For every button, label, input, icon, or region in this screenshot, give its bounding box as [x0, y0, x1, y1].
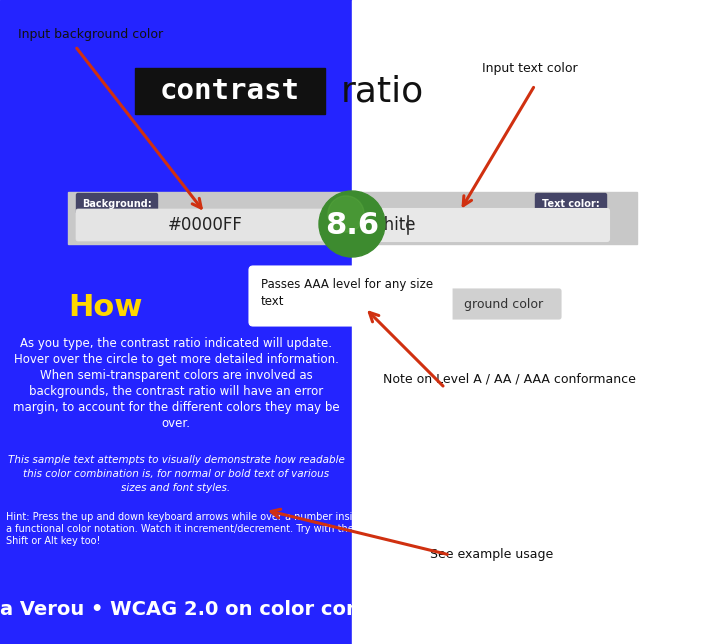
- Text: As you type, the contrast ratio indicated will update.: As you type, the contrast ratio indicate…: [20, 337, 332, 350]
- Text: See example usage: See example usage: [430, 548, 553, 561]
- Text: This sample text attempts to visually demonstrate how readable: This sample text attempts to visually de…: [8, 455, 345, 465]
- Circle shape: [319, 191, 385, 257]
- Text: 8.6: 8.6: [325, 211, 379, 240]
- Bar: [352, 0, 702, 644]
- Text: Note on Level A / AA / AAA conformance: Note on Level A / AA / AAA conformance: [383, 372, 636, 385]
- FancyBboxPatch shape: [350, 209, 609, 241]
- Text: Passes AAA level for any size
text: Passes AAA level for any size text: [261, 278, 433, 308]
- Text: Shift or Alt key too!: Shift or Alt key too!: [6, 536, 100, 546]
- Text: ratio: ratio: [341, 74, 424, 108]
- Text: contrast: contrast: [160, 77, 300, 105]
- Bar: [0, 0, 352, 644]
- Bar: [68, 192, 352, 244]
- FancyBboxPatch shape: [77, 193, 157, 214]
- Text: ground color: ground color: [465, 298, 543, 310]
- Text: Input text color: Input text color: [482, 62, 578, 75]
- Text: When semi-transparent colors are involved as: When semi-transparent colors are involve…: [39, 369, 312, 382]
- Text: Input background color: Input background color: [18, 28, 163, 41]
- Text: Hover over the circle to get more detailed information.: Hover over the circle to get more detail…: [13, 353, 338, 366]
- Text: white: white: [370, 216, 416, 234]
- Text: Background:: Background:: [82, 198, 152, 209]
- Text: Text color:: Text color:: [542, 198, 600, 209]
- FancyBboxPatch shape: [249, 266, 452, 326]
- Circle shape: [328, 196, 364, 232]
- FancyBboxPatch shape: [447, 289, 561, 319]
- Text: over.: over.: [161, 417, 190, 430]
- Text: a functional color notation. Watch it increment/decrement. Try with the: a functional color notation. Watch it in…: [6, 524, 354, 534]
- Text: #0000FF: #0000FF: [168, 216, 243, 234]
- Text: this color combination is, for normal or bold text of various: this color combination is, for normal or…: [23, 469, 329, 479]
- Text: sizes and font styles.: sizes and font styles.: [121, 483, 230, 493]
- FancyBboxPatch shape: [76, 209, 335, 241]
- Text: Hint: Press the up and down keyboard arrows while over a number inside: Hint: Press the up and down keyboard arr…: [6, 512, 364, 522]
- Text: By Lea Verou • WCAG 2.0 on color contrast: By Lea Verou • WCAG 2.0 on color contras…: [0, 600, 413, 619]
- Text: backgrounds, the contrast ratio will have an error: backgrounds, the contrast ratio will hav…: [29, 385, 323, 398]
- Bar: [135, 68, 325, 114]
- FancyBboxPatch shape: [536, 193, 607, 214]
- Text: How: How: [68, 293, 143, 322]
- Text: margin, to account for the different colors they may be: margin, to account for the different col…: [13, 401, 339, 414]
- Bar: [352, 192, 637, 244]
